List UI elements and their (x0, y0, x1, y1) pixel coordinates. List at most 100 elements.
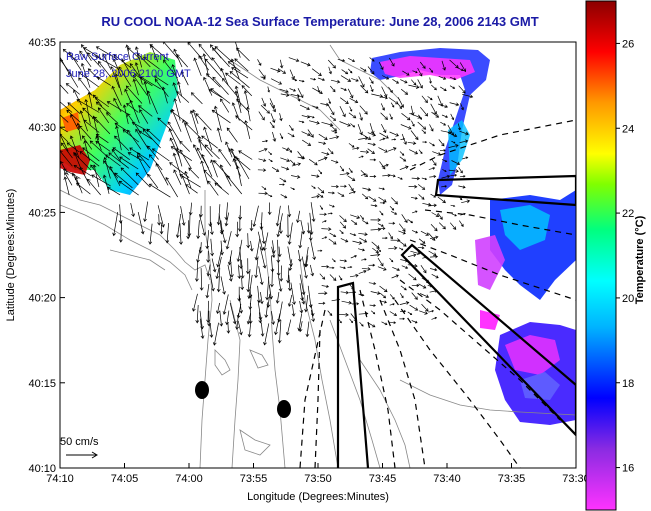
current-vector (179, 223, 183, 245)
current-vector (95, 101, 111, 115)
current-vector (73, 164, 92, 177)
current-vector (148, 183, 171, 198)
current-vector (112, 147, 130, 160)
current-vector (410, 130, 419, 141)
current-vector (431, 212, 440, 217)
current-vector (419, 310, 428, 315)
current-vector (327, 212, 333, 215)
current-vector (411, 120, 415, 127)
current-vector (348, 112, 357, 119)
current-vector (146, 90, 158, 115)
current-vector (210, 88, 231, 104)
current-vector (60, 127, 68, 133)
current-vector (188, 167, 200, 179)
current-vector (301, 131, 311, 137)
current-vector (175, 147, 183, 167)
current-vector (329, 266, 335, 270)
current-vector (321, 236, 328, 240)
current-vector (317, 249, 323, 252)
current-vector (358, 269, 367, 274)
current-vector (308, 159, 318, 166)
current-vector (286, 215, 290, 239)
current-vector (77, 71, 99, 88)
current-vector (311, 185, 316, 189)
current-vector (329, 135, 340, 140)
current-vector (129, 99, 140, 124)
current-vector (112, 58, 122, 77)
current-vector (238, 150, 253, 160)
current-vector (369, 175, 377, 178)
current-vector (198, 55, 209, 71)
current-vector (410, 196, 418, 200)
current-vector (221, 229, 227, 244)
current-vector (146, 128, 161, 142)
current-vector (167, 121, 181, 143)
current-vector (105, 154, 121, 167)
current-vector (337, 192, 345, 197)
current-vector (212, 322, 219, 346)
current-vector (401, 214, 408, 224)
current-vector (60, 114, 69, 123)
current-vector (338, 275, 343, 281)
current-vector (257, 285, 261, 303)
current-vector (389, 321, 397, 325)
current-vector (61, 142, 73, 159)
current-vector (307, 129, 314, 138)
current-vector (302, 139, 312, 146)
current-vector (237, 214, 242, 232)
current-vector (227, 264, 233, 282)
current-vector (430, 224, 438, 232)
current-vector (199, 268, 204, 291)
current-vector (258, 69, 266, 79)
current-vector (237, 320, 243, 336)
current-vector (459, 62, 467, 73)
current-vector (268, 158, 273, 162)
current-vector (268, 151, 272, 155)
current-vector (135, 172, 151, 188)
current-vector (261, 97, 267, 107)
current-vector (247, 320, 252, 338)
current-vector (430, 268, 438, 272)
current-vector (232, 158, 241, 177)
current-vector (377, 223, 384, 227)
current-vector (297, 313, 303, 332)
current-vector (449, 85, 456, 89)
current-vector (441, 185, 448, 188)
current-vector (226, 322, 231, 334)
current-vector (169, 162, 190, 178)
current-vector (398, 230, 406, 235)
current-vector (327, 59, 336, 69)
current-vector (380, 112, 388, 120)
current-vector (352, 146, 360, 150)
current-vector (367, 66, 375, 75)
current-vector (114, 73, 123, 96)
axis-ticks: 74:10 74:05 74:00 73:55 73:50 73:45 73:40 73:35… (28, 37, 589, 485)
current-vector (399, 165, 409, 171)
current-vector (347, 175, 356, 181)
current-vector (369, 123, 375, 135)
current-vector (418, 114, 422, 120)
current-vector (348, 143, 355, 148)
current-vector (440, 86, 447, 92)
current-vector (372, 247, 379, 253)
current-vector (114, 135, 129, 151)
current-vector (451, 140, 456, 144)
current-vector (109, 166, 121, 187)
survey-boxes (336, 174, 576, 468)
current-vector (79, 166, 91, 186)
current-vector (392, 79, 400, 84)
current-vector (259, 292, 264, 305)
current-vector (103, 156, 111, 179)
current-vector (198, 138, 213, 158)
current-vector (431, 158, 437, 166)
current-vector (358, 232, 368, 237)
current-vector (359, 112, 363, 121)
current-vector (210, 238, 215, 257)
current-vector (349, 318, 354, 324)
current-vector (225, 72, 241, 85)
current-vector (199, 318, 205, 339)
current-vector (420, 106, 429, 117)
y-tick-label: 40:15 (28, 378, 56, 390)
current-vector (243, 90, 249, 108)
current-vector (367, 142, 376, 147)
